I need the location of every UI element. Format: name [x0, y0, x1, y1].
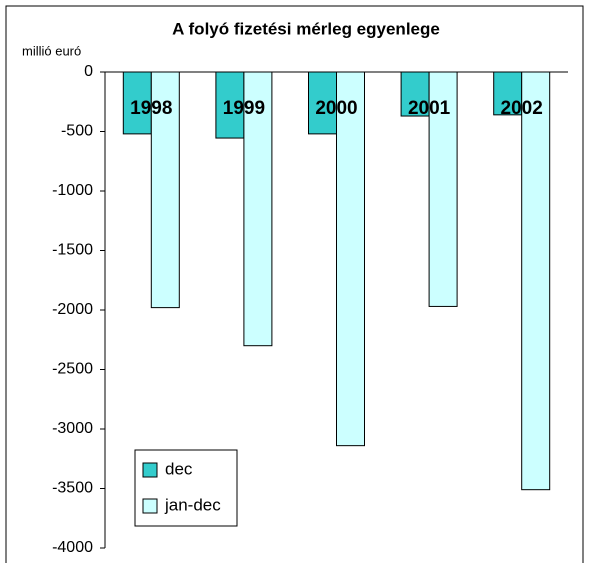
y-tick-label: -1000 — [52, 182, 93, 199]
x-tick-label: 2000 — [315, 98, 357, 119]
y-tick-label: -2000 — [52, 301, 93, 318]
bar — [243, 71, 273, 347]
bar — [150, 71, 180, 309]
y-tick-label: -3000 — [52, 420, 93, 437]
y-tick-label: -1500 — [52, 242, 93, 259]
y-tick-label: -500 — [61, 123, 93, 140]
bar — [521, 71, 551, 491]
bar — [493, 71, 523, 116]
bar — [308, 71, 337, 135]
legend-label: jan-dec — [164, 495, 221, 514]
x-tick-label: 1999 — [223, 98, 265, 119]
chart-border — [5, 5, 584, 563]
bar — [400, 71, 430, 117]
x-tick-label: 2002 — [501, 98, 543, 119]
x-tick-label: 2001 — [408, 98, 451, 119]
y-tick-label: -4000 — [52, 539, 93, 556]
x-tick-label: 1998 — [130, 98, 172, 119]
y-tick-label: -2500 — [52, 361, 93, 378]
y-tick-label: -3500 — [52, 480, 93, 497]
bar — [215, 71, 245, 139]
legend-swatch — [142, 462, 158, 478]
legend-label: dec — [165, 459, 193, 478]
chart-title: A folyó fizetési mérleg egyenlege — [172, 19, 440, 38]
legend-swatch — [142, 498, 158, 514]
y-tick-label: 0 — [84, 63, 93, 80]
bar — [336, 71, 365, 447]
bar — [428, 71, 458, 307]
y-axis-label: millió euró — [22, 43, 81, 58]
